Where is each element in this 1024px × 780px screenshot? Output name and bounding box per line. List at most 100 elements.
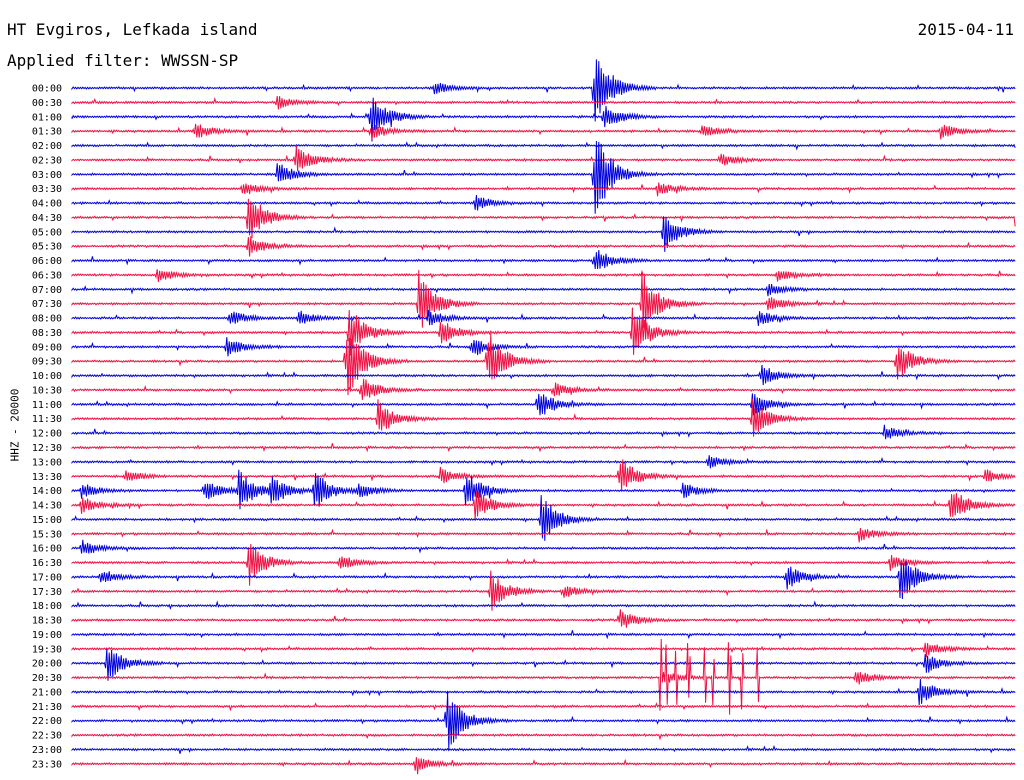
date-label: 2015-04-11 — [917, 20, 1014, 39]
row-label-0100: 01:00 — [32, 112, 62, 123]
trace-row-2100 — [71, 678, 1016, 706]
trace-row-0830 — [71, 307, 1016, 356]
station-title: HT Evgiros, Lefkada island — [7, 20, 258, 39]
row-label-0930: 09:30 — [32, 357, 62, 368]
trace-row-1030 — [71, 378, 1016, 400]
trace-row-0800 — [71, 309, 1016, 327]
row-label-1700: 17:00 — [32, 572, 62, 583]
row-label-1230: 12:30 — [32, 443, 62, 454]
row-label-0430: 04:30 — [32, 213, 62, 224]
trace-row-0700 — [71, 284, 1016, 297]
trace-row-0030 — [71, 95, 1016, 110]
row-label-0300: 03:00 — [32, 170, 62, 181]
row-label-2300: 23:00 — [32, 745, 62, 756]
trace-row-0730 — [71, 270, 1016, 331]
row-label-0700: 07:00 — [32, 285, 62, 296]
row-label-1630: 16:30 — [32, 558, 62, 569]
row-label-1930: 19:30 — [32, 644, 62, 655]
trace-row-2300 — [71, 744, 1016, 754]
trace-row-2030 — [71, 638, 1016, 715]
trace-row-1900 — [71, 630, 1016, 640]
row-label-1730: 17:30 — [32, 587, 62, 598]
trace-row-2230 — [71, 732, 1016, 741]
trace-row-1930 — [71, 642, 1016, 658]
row-label-0030: 00:30 — [32, 98, 62, 109]
row-label-0530: 05:30 — [32, 242, 62, 253]
row-label-1600: 16:00 — [32, 544, 62, 555]
row-label-1830: 18:30 — [32, 616, 62, 627]
trace-row-1830 — [71, 609, 1016, 628]
row-label-1530: 15:30 — [32, 529, 62, 540]
trace-row-0630 — [71, 269, 1016, 282]
row-label-0200: 02:00 — [32, 141, 62, 152]
trace-row-2130 — [71, 702, 1016, 712]
row-label-2200: 22:00 — [32, 716, 62, 727]
row-label-1430: 14:30 — [32, 501, 62, 512]
row-label-1800: 18:00 — [32, 601, 62, 612]
trace-row-0530 — [71, 236, 1016, 257]
row-label-2030: 20:30 — [32, 673, 62, 684]
row-label-1030: 10:30 — [32, 385, 62, 396]
trace-row-0100 — [71, 97, 1016, 142]
row-label-0500: 05:00 — [32, 227, 62, 238]
trace-row-1630 — [71, 543, 1016, 586]
row-label-0800: 08:00 — [32, 314, 62, 325]
trace-row-1300 — [71, 455, 1016, 469]
trace-row-1230 — [71, 443, 1016, 453]
trace-row-1600 — [71, 539, 1016, 554]
trace-row-1700 — [71, 561, 1016, 600]
trace-row-0230 — [71, 145, 1016, 172]
trace-row-0400 — [71, 194, 1016, 211]
trace-row-1130 — [71, 398, 1016, 437]
trace-row-0430 — [71, 198, 1016, 239]
trace-row-2000 — [71, 648, 1016, 681]
trace-row-0300 — [71, 140, 1016, 214]
trace-row-0900 — [71, 337, 1016, 357]
row-label-1330: 13:30 — [32, 472, 62, 483]
trace-row-1330 — [71, 459, 1016, 491]
trace-row-2200 — [71, 691, 1016, 750]
row-label-1400: 14:00 — [32, 486, 62, 497]
row-label-0230: 02:30 — [32, 155, 62, 166]
row-label-0730: 07:30 — [32, 299, 62, 310]
row-label-2330: 23:30 — [32, 759, 62, 770]
trace-row-0130 — [71, 123, 1016, 140]
row-label-0830: 08:30 — [32, 328, 62, 339]
trace-row-0600 — [71, 249, 1016, 270]
trace-row-0200 — [71, 141, 1016, 151]
row-label-0900: 09:00 — [32, 342, 62, 353]
trace-row-1100 — [71, 393, 1016, 416]
row-label-2000: 20:00 — [32, 659, 62, 670]
row-label-1900: 19:00 — [32, 630, 62, 641]
row-label-1130: 11:30 — [32, 414, 62, 425]
trace-row-1430 — [71, 491, 1016, 520]
row-label-0330: 03:30 — [32, 184, 62, 195]
trace-row-1530 — [71, 528, 1016, 543]
row-label-1500: 15:00 — [32, 515, 62, 526]
trace-row-1500 — [71, 495, 1016, 541]
filter-label: Applied filter: WWSSN-SP — [7, 51, 239, 70]
row-label-1100: 11:00 — [32, 400, 62, 411]
row-label-2100: 21:00 — [32, 687, 62, 698]
row-label-0130: 01:30 — [32, 127, 62, 138]
row-label-2130: 21:30 — [32, 702, 62, 713]
trace-row-2330 — [71, 757, 1016, 775]
row-label-0600: 06:00 — [32, 256, 62, 267]
trace-row-1200 — [71, 424, 1016, 440]
trace-row-1800 — [71, 600, 1016, 610]
row-label-1200: 12:00 — [32, 429, 62, 440]
row-label-0400: 04:00 — [32, 199, 62, 210]
row-label-1000: 10:00 — [32, 371, 62, 382]
trace-row-0930 — [71, 333, 1016, 396]
trace-row-1000 — [71, 364, 1016, 386]
row-label-2230: 22:30 — [32, 731, 62, 742]
trace-row-0330 — [71, 182, 1016, 197]
trace-row-1400 — [71, 469, 1016, 510]
row-label-1300: 13:00 — [32, 457, 62, 468]
trace-row-0000 — [71, 59, 1016, 122]
row-label-0000: 00:00 — [32, 84, 62, 95]
row-label-0630: 06:30 — [32, 270, 62, 281]
trace-row-1730 — [71, 570, 1016, 611]
trace-row-0500 — [71, 216, 1016, 252]
